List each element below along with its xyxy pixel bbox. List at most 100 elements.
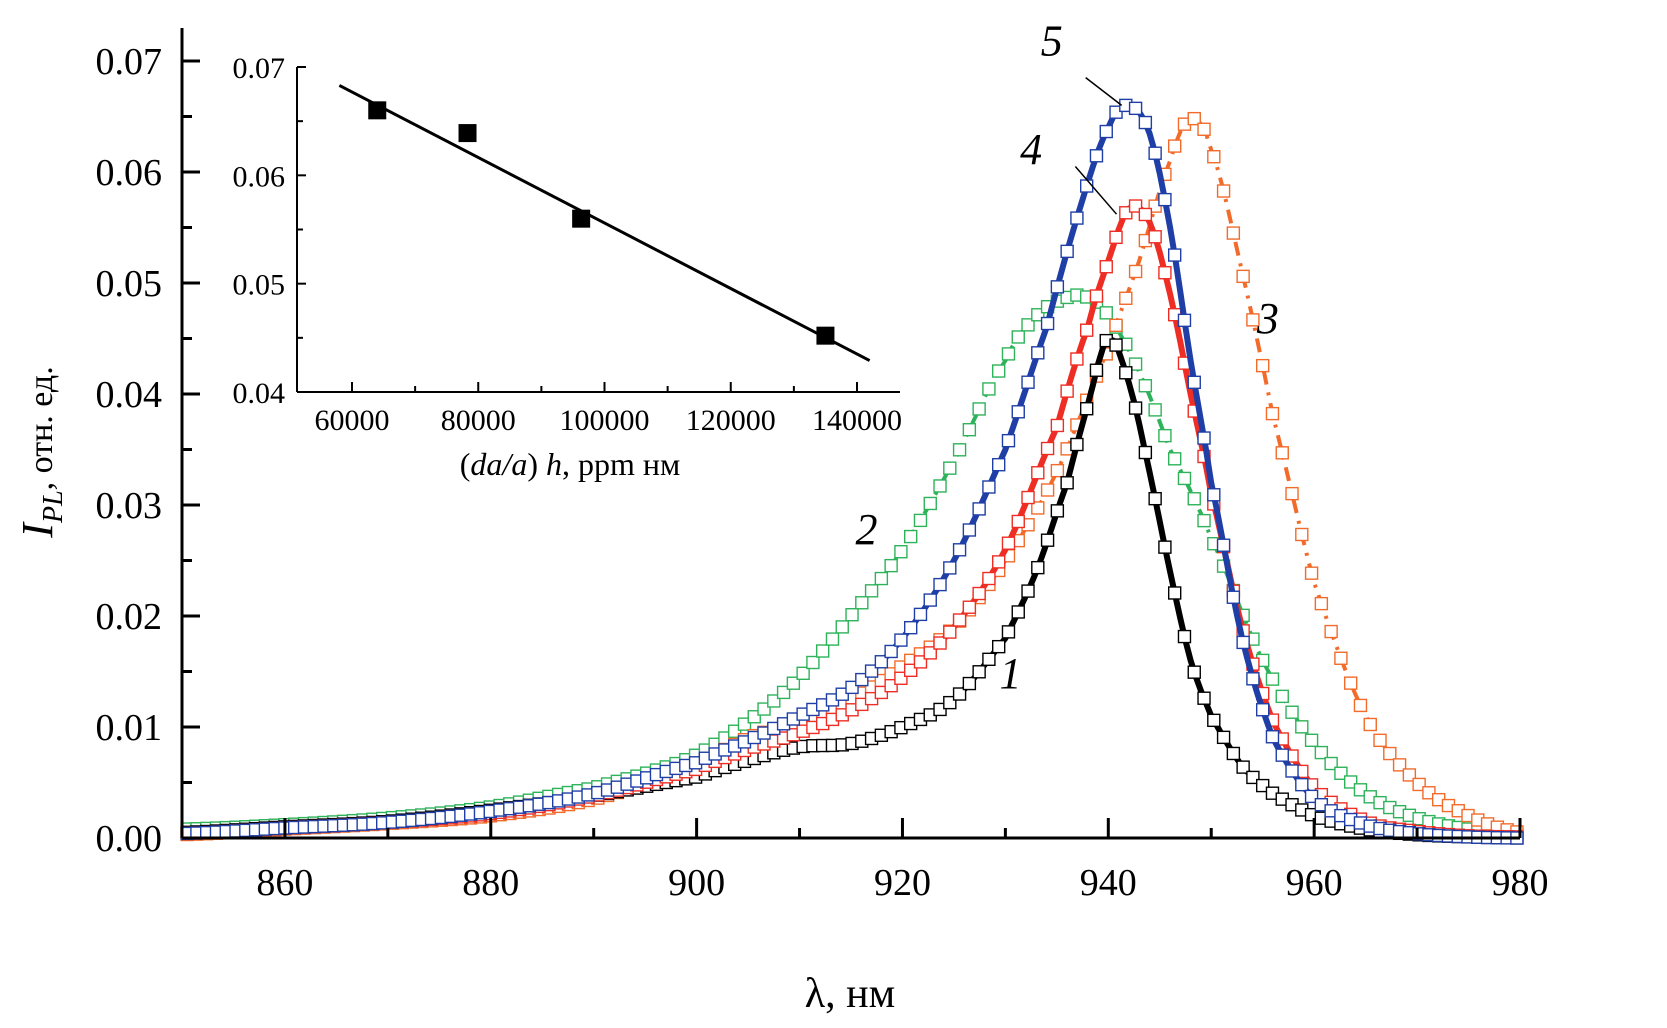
data-point-marker [845, 608, 859, 622]
main-x-axis-title: λ, нм [805, 971, 895, 1017]
data-point-marker [894, 633, 908, 647]
data-point-marker [1167, 452, 1182, 466]
data-point-marker [767, 694, 781, 708]
data-point-marker [903, 620, 918, 635]
data-point-marker [1011, 405, 1025, 419]
data-point-marker [864, 584, 879, 598]
data-point-marker [727, 724, 742, 738]
inset-y-ticks: 0.04 0.05 0.06 0.07 [233, 52, 306, 410]
curve-label-1: 1 [1000, 649, 1022, 698]
data-point-marker [1334, 651, 1348, 665]
data-point-marker [1148, 491, 1162, 506]
inset-data-point [816, 326, 835, 345]
data-point-marker [806, 655, 820, 670]
data-point-marker [1383, 746, 1397, 761]
data-point-marker [982, 571, 996, 586]
data-point-marker [1187, 111, 1201, 126]
data-point-marker [1109, 230, 1123, 245]
data-point-marker [796, 666, 810, 680]
data-point-marker [1050, 463, 1065, 478]
data-point-marker [1128, 401, 1143, 415]
data-point-marker [952, 613, 967, 627]
y-tick-label: 0.03 [96, 485, 163, 527]
data-point-marker [1275, 689, 1289, 704]
data-point-marker [835, 620, 849, 634]
data-point-marker [1109, 318, 1123, 333]
data-point-marker [923, 593, 937, 607]
data-point-marker [991, 458, 1006, 472]
data-point-marker [786, 676, 801, 690]
data-point-marker [1158, 192, 1172, 207]
data-point-marker [1099, 306, 1113, 320]
data-point-marker [1187, 492, 1201, 506]
data-point-marker [972, 402, 986, 416]
data-point-marker [1255, 358, 1270, 373]
inset-fit-group [338, 84, 871, 362]
data-point-marker [1158, 540, 1172, 554]
data-point-marker [923, 646, 937, 660]
data-point-marker [933, 577, 947, 592]
curve-labels: 1 2 3 4 5 [855, 16, 1278, 698]
data-point-marker [1128, 357, 1143, 371]
data-point-marker [1275, 446, 1289, 460]
x-tick-label: 860 [256, 862, 313, 904]
data-point-marker [894, 545, 908, 559]
inset-x-title-part: ) [527, 446, 546, 482]
data-point-marker [1373, 733, 1387, 748]
data-point-marker [1148, 230, 1162, 244]
data-point-marker [1207, 488, 1221, 502]
data-point-marker [1324, 756, 1338, 771]
inset-x-tick-label: 120000 [686, 404, 776, 437]
data-point-marker [1040, 533, 1055, 547]
data-point-marker [1079, 402, 1094, 416]
data-point-marker [1167, 586, 1182, 600]
inset-x-ticks: 60000 80000 100000 120000 140000 [315, 382, 902, 437]
data-point-marker [1295, 527, 1309, 542]
data-point-marker [1265, 406, 1280, 421]
data-point-marker [757, 702, 771, 716]
data-point-marker [1324, 624, 1338, 639]
data-point-marker [1275, 748, 1289, 762]
data-point-marker [1011, 605, 1025, 619]
data-point-marker [982, 480, 996, 494]
data-point-marker [1119, 291, 1133, 305]
data-point-marker [1011, 514, 1025, 529]
inset-x-tick-label: 80000 [441, 404, 516, 437]
x-tick-label: 940 [1080, 862, 1137, 904]
data-point-marker [1138, 445, 1153, 460]
data-point-marker [982, 382, 996, 396]
data-point-marker [991, 555, 1006, 569]
data-point-marker [913, 607, 928, 622]
data-point-marker [1197, 691, 1211, 705]
data-point-marker [1109, 105, 1123, 119]
data-point-marker [991, 364, 1006, 378]
data-point-marker [1079, 179, 1094, 193]
data-point-marker [943, 625, 957, 639]
data-point-marker [1207, 713, 1221, 728]
inset-x-title-part: da/a [470, 446, 527, 482]
x-tick-label: 980 [1492, 862, 1549, 904]
inset-data-point [458, 124, 477, 143]
data-point-marker [1167, 248, 1182, 262]
data-point-marker [1304, 789, 1319, 804]
data-point-marker [1031, 466, 1045, 480]
inset-y-tick-label: 0.04 [233, 377, 286, 410]
data-point-marker [943, 561, 957, 575]
data-point-marker [1412, 777, 1426, 792]
data-point-marker [1314, 596, 1329, 611]
data-point-marker [874, 655, 889, 669]
data-point-marker [1148, 146, 1162, 160]
data-point-marker [1128, 199, 1143, 213]
data-point-marker [1021, 584, 1035, 598]
x-tick-label: 960 [1286, 862, 1343, 904]
main-x-ticks: 860 880 900 920 940 960 980 [256, 818, 1549, 904]
data-point-marker [903, 663, 918, 677]
data-point-marker [1285, 705, 1299, 719]
data-point-marker [1236, 635, 1250, 650]
data-point-marker [1236, 760, 1250, 774]
data-point-marker [962, 600, 977, 614]
data-point-marker [1138, 379, 1153, 393]
data-point-marker [1001, 347, 1016, 361]
data-point-marker [1089, 363, 1104, 377]
data-point-marker [1128, 264, 1143, 279]
